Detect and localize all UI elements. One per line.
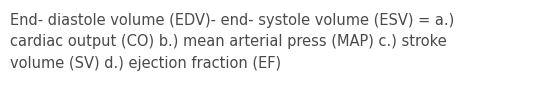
- Text: End- diastole volume (EDV)- end- systole volume (ESV) = a.)
cardiac output (CO) : End- diastole volume (EDV)- end- systole…: [10, 13, 454, 71]
